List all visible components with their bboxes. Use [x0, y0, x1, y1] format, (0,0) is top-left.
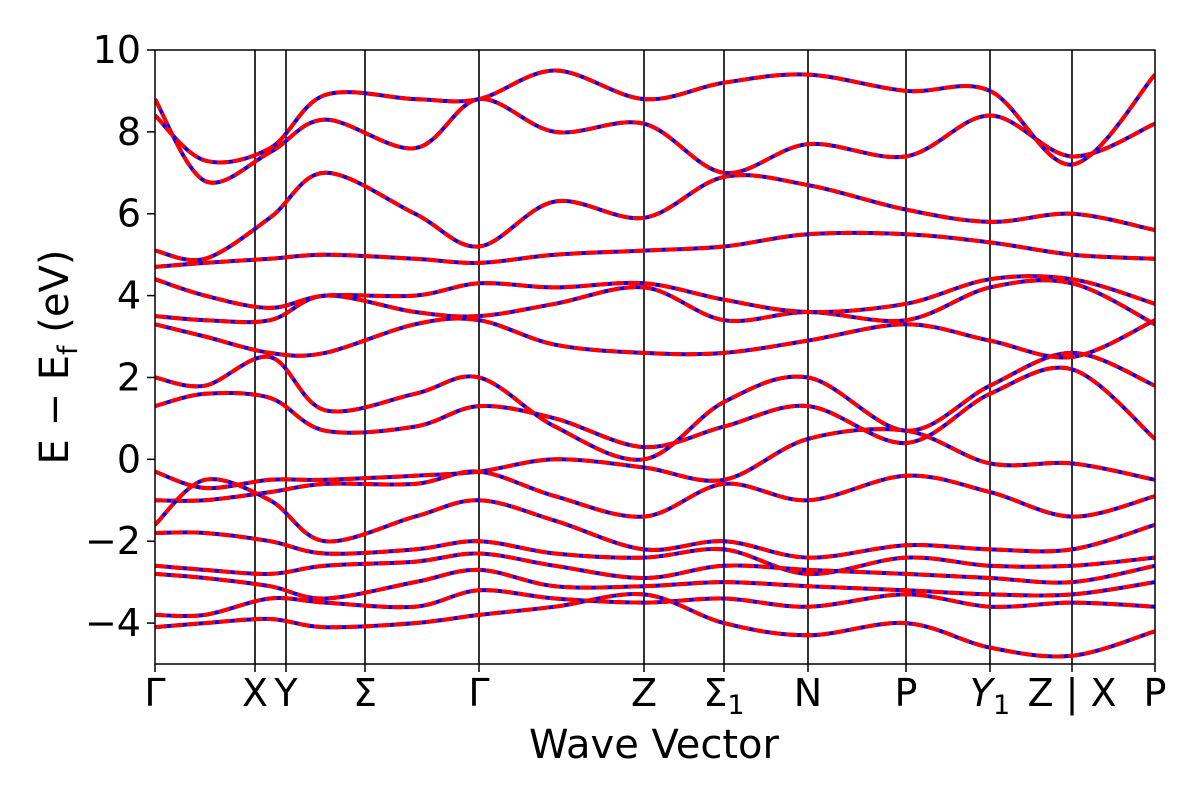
band-6-red	[155, 170, 1155, 263]
y-axis-ticks: −4 −2 0 2 4 6 8 10	[85, 28, 155, 645]
band-10-red	[155, 469, 1155, 519]
band-1-blue	[155, 350, 1155, 462]
y-tick-label: 0	[117, 437, 141, 481]
band-0-red	[155, 365, 1155, 450]
y-tick-label: 2	[117, 355, 141, 399]
band-12-red	[155, 530, 1155, 576]
band-14-red	[155, 567, 1155, 601]
x-tick-label-1: X	[242, 671, 268, 715]
y-tick-label: 6	[117, 192, 141, 236]
band-3-red	[155, 278, 1155, 327]
x-tick-label-9: Y1	[970, 671, 1010, 721]
x-tick-label-10: Z | X	[1027, 671, 1116, 716]
y-axis-label-main: E − E	[32, 355, 78, 465]
y-axis-label-sub: f	[53, 344, 84, 355]
x-tick-label-7: N	[794, 671, 822, 715]
band-5-red	[155, 230, 1155, 269]
band-2-red	[155, 316, 1155, 360]
band-8-red	[155, 68, 1155, 167]
x-tick-label-2: Y	[273, 671, 298, 715]
x-tick-label-8: P	[895, 671, 918, 715]
band-4-blue	[155, 274, 1155, 315]
band-13-red	[155, 551, 1155, 585]
y-tick-label: 8	[117, 110, 141, 154]
x-axis-ticks: Γ X Y Σ Γ Z Σ1 N P Y1 Z | X P	[144, 664, 1166, 721]
y-tick-label: −4	[85, 601, 141, 645]
band-curves	[155, 68, 1155, 659]
x-tick-label-5: Z	[631, 671, 657, 715]
x-tick-label-6: Σ1	[703, 671, 744, 721]
band-9-red	[155, 427, 1155, 491]
y-axis-label-unit: (eV)	[32, 250, 78, 346]
band-11-blue	[155, 477, 1155, 560]
y-tick-label: 4	[117, 274, 141, 318]
x-tick-label-11: P	[1144, 671, 1167, 715]
plot-frame	[154, 49, 1156, 665]
band-4-red	[155, 274, 1155, 315]
x-axis-label: Wave Vector	[529, 722, 780, 768]
band-15-red	[155, 588, 1155, 619]
kpath-separator-lines	[254, 50, 1073, 664]
y-tick-label: −2	[85, 519, 141, 563]
y-axis-label: E − Ef (eV)	[32, 250, 84, 465]
band-11-red	[155, 477, 1155, 560]
x-tick-label-3: Σ	[353, 671, 377, 715]
band-16-red	[155, 591, 1155, 659]
band-1-red	[155, 350, 1155, 462]
x-tick-label-4: Γ	[468, 671, 489, 715]
x-tick-label-0: Γ	[144, 671, 165, 715]
y-tick-label: 10	[93, 28, 141, 72]
band-7-red	[155, 97, 1155, 185]
